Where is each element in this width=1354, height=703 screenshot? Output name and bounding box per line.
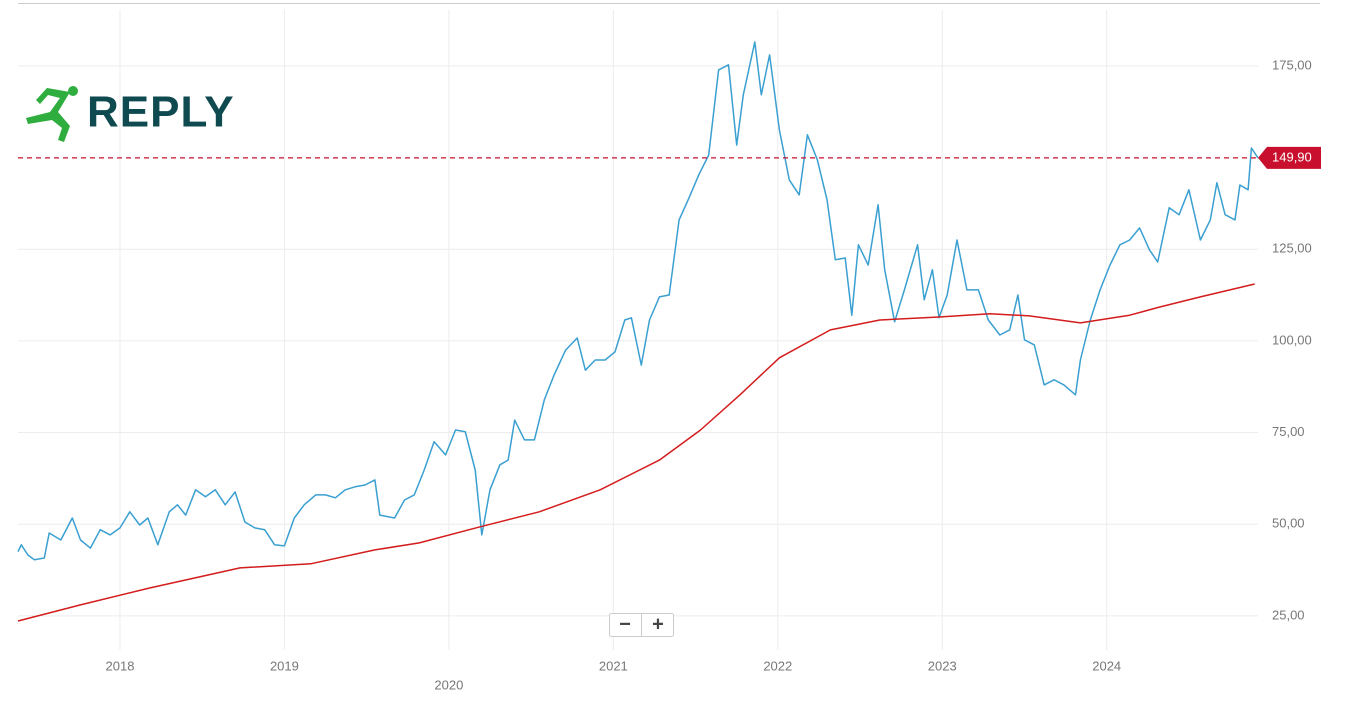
y-tick-label: 175,00 [1272, 57, 1312, 72]
x-tick-label: 2019 [270, 658, 299, 673]
price-line [17, 283, 1255, 622]
x-tick-label: 2021 [599, 658, 628, 673]
zoom-in-button[interactable]: + [652, 613, 664, 635]
x-tick-label: 2022 [763, 658, 792, 673]
y-tick-label: 75,00 [1272, 424, 1305, 439]
logo-text: REPLY [87, 88, 235, 137]
x-tick-label: 2023 [928, 658, 957, 673]
logo-icon [26, 88, 70, 142]
y-tick-label: 100,00 [1272, 332, 1312, 347]
y-tick-label: 125,00 [1272, 241, 1312, 256]
plot-area: 25,00 50,00 75,00 100,00 125,00 175,00 2018 201… [17, 10, 1321, 692]
logo-dot [68, 86, 78, 96]
zoom-out-button[interactable]: − [619, 613, 631, 635]
price-tag-label: 149,90 [1272, 149, 1312, 164]
x-tick-label: 2024 [1092, 658, 1121, 673]
x-tick-label: 2020 [434, 677, 463, 692]
y-tick-label: 25,00 [1272, 607, 1305, 622]
price-tag [1258, 146, 1321, 169]
price-line [17, 41, 1259, 561]
zoom-controls: − + [609, 613, 674, 637]
logo: REPLY [26, 86, 235, 142]
x-tick-label: 2018 [106, 658, 135, 673]
y-tick-label: 50,00 [1272, 516, 1305, 531]
